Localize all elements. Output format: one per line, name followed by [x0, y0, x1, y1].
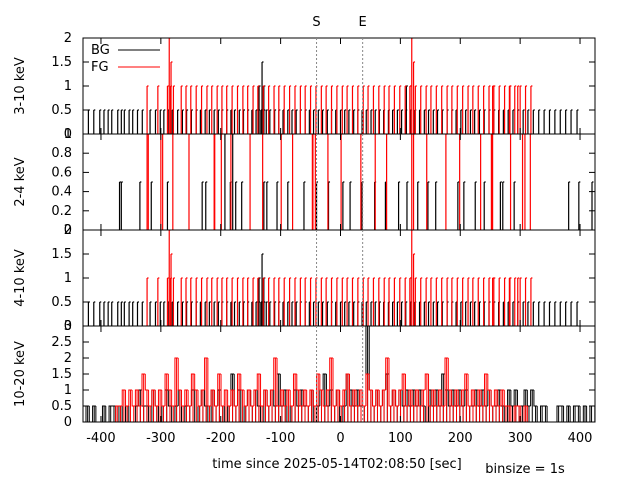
- x-tick-label: -200: [206, 431, 236, 446]
- y-tick-label: 0.5: [51, 103, 72, 118]
- y-tick-label: 0: [64, 127, 72, 142]
- x-tick-label: -100: [266, 431, 296, 446]
- time-marker-label: S: [312, 15, 320, 30]
- x-tick-label: -300: [146, 431, 176, 446]
- x-axis: -400 -300 -200 -100 0 100 200 300 400: [86, 431, 592, 446]
- y-axis-label: 2-4 keV: [13, 157, 28, 206]
- x-tick-label: 300: [508, 431, 533, 446]
- panel-marks: [87, 230, 579, 326]
- x-tick-label: 200: [448, 431, 473, 446]
- y-tick-label: 2.5: [51, 335, 72, 350]
- x-tick-label: 100: [388, 431, 413, 446]
- y-tick-label: 0: [64, 223, 72, 238]
- fg-series-line: [85, 357, 590, 422]
- y-tick-label: 0.6: [51, 165, 72, 180]
- y-tick-label: 1: [64, 79, 72, 94]
- panel-3: 0 0.5 1 1.5 2 4-10 keV: [13, 223, 596, 334]
- x-tick-label: 0: [336, 431, 344, 446]
- legend: BG FG: [91, 43, 160, 75]
- y-tick-label: 2: [64, 351, 72, 366]
- y-axis-label: 10-20 keV: [13, 341, 28, 407]
- y-tick-label: 3: [64, 319, 72, 334]
- y-tick-label: 0.8: [51, 146, 72, 161]
- y-tick-label: 1.5: [51, 55, 72, 70]
- panel-marks: [85, 326, 595, 422]
- panel-2: 0 0.2 0.4 0.6 0.8 1 2-4 keV: [13, 127, 596, 238]
- y-tick-label: 0.5: [51, 399, 72, 414]
- y-tick-label: 1.5: [51, 367, 72, 382]
- y-tick-label: 0: [64, 319, 72, 334]
- y-tick-label: 1.5: [51, 247, 72, 262]
- x-axis-label: time since 2025-05-14T02:08:50 [sec]: [212, 457, 461, 472]
- time-marker-label: E: [359, 15, 367, 30]
- x-tick-label: 400: [568, 431, 593, 446]
- panel-frame: [82, 133, 596, 231]
- panel-1: 0 0.5 1 1.5 2 3-10 keV: [13, 31, 596, 142]
- binsize-label: binsize = 1s: [485, 462, 565, 477]
- y-tick-label: 1: [64, 271, 72, 286]
- legend-label: BG: [91, 43, 110, 58]
- y-tick-label: 1: [64, 127, 72, 142]
- y-tick-label: 0.5: [51, 295, 72, 310]
- y-tick-label: 0.4: [51, 185, 72, 200]
- y-tick-label: 0: [64, 415, 72, 430]
- y-tick-label: 2: [64, 223, 72, 238]
- y-axis-label: 3-10 keV: [13, 57, 28, 115]
- x-tick-label: -400: [86, 431, 116, 446]
- panel-marks: [87, 38, 579, 134]
- y-axis-label: 4-10 keV: [13, 249, 28, 307]
- legend-label: FG: [91, 60, 109, 75]
- panel-marks: [118, 134, 594, 230]
- y-tick-label: 1: [64, 383, 72, 398]
- y-tick-label: 2: [64, 31, 72, 46]
- y-tick-label: 0.2: [51, 204, 72, 219]
